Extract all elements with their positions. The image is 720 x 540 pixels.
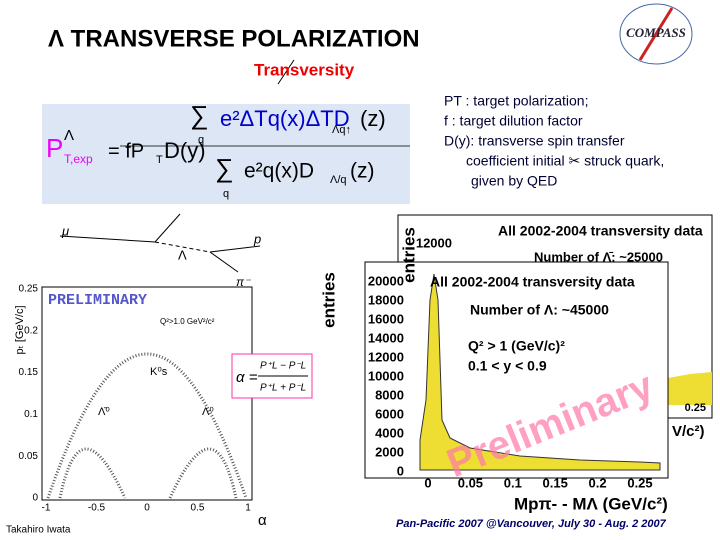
y-tick-label: 12000 (368, 349, 404, 364)
armenteros-frame (41, 286, 253, 501)
y-tick-label: 0.1 (24, 409, 38, 420)
histogram-count: Number of Λ̄: ~25000 (534, 249, 663, 264)
definition: given by QED (471, 173, 557, 189)
logo-ring (619, 3, 693, 65)
y-tick-label: 0.25 (19, 284, 39, 295)
y-tick-label: 6000 (375, 406, 404, 421)
event: Pan-Pacific 2007 @Vancouver, July 30 - A… (396, 518, 667, 530)
x-axis-label: Mpπ- - MΛ (GeV/c²) (514, 494, 668, 513)
label-p: p (253, 231, 261, 246)
cut: Q²>1.0 GeV²/c² (160, 317, 215, 326)
cut: Q² > 1 (GeV/c)² (468, 338, 565, 354)
front-histogram-area (419, 273, 661, 471)
y-axis-label: pₜ [GeV/c] (14, 305, 26, 354)
histogram-count: Number of Λ: ~45000 (470, 302, 609, 318)
y-tick-label: 0 (397, 463, 404, 478)
y-tick-label: 12000 (416, 235, 452, 250)
sum-index: q (223, 188, 229, 200)
alpha-num: P⁺L − P⁻L (260, 361, 306, 372)
histogram-title: All 2002-2004 transversity data (430, 274, 635, 290)
author: Takahiro Iwata (6, 525, 71, 536)
definition: PT : target polarization; (444, 93, 588, 109)
x-tick-label: 0.15 (543, 475, 568, 490)
title: Λ TRANSVERSE POLARIZATION (48, 25, 420, 52)
mu-out (154, 213, 181, 243)
y-tick-label: 4000 (375, 425, 404, 440)
y-tick-label: 0 (32, 493, 38, 504)
front-histogram-frame (364, 261, 669, 479)
cut: 0.1 < y < 0.9 (468, 358, 547, 374)
x-tick-label: 0.25 (685, 402, 706, 414)
formula-sub: T (156, 154, 163, 166)
formula-sub: T,exp (64, 152, 93, 166)
sum: ∑ (215, 153, 234, 183)
y-tick-label: 0.2 (24, 325, 38, 336)
sum: ∑ (190, 100, 209, 130)
y-tick-label: 18000 (368, 292, 404, 307)
y-tick-label: 10000 (368, 368, 404, 383)
x-axis-label: α (258, 512, 267, 529)
formula-p: P (46, 133, 63, 163)
x-tick-label: 0 (144, 503, 150, 514)
alpha-den: P⁺L + P⁻L (260, 383, 306, 394)
x-tick-label: 0.25 (627, 475, 652, 490)
x-tick-label: 0.2 (589, 475, 607, 490)
y-tick-label: 14000 (368, 330, 404, 345)
y-axis-label: entries (319, 272, 338, 328)
numerator: e²ΔTq(x)ΔTD (220, 106, 350, 131)
label-k0: K⁰s (150, 366, 168, 378)
label-lambda: Λ (178, 247, 187, 262)
x-tick-label: 0.5 (191, 503, 205, 514)
definition: coefficient initial ✂ struck quark, (466, 153, 664, 169)
mu-in (59, 235, 156, 243)
formula-eq: = fP (108, 140, 144, 162)
proton (209, 245, 261, 253)
denominator-sub: Λ/q (330, 174, 347, 186)
label-mu: μ (61, 223, 69, 238)
y-tick-label: 16000 (368, 311, 404, 326)
denominator: e²q(x)D (244, 160, 314, 183)
lambda-path (154, 241, 211, 253)
numerator-end: (z) (360, 106, 386, 131)
x-axis-label: V/c²) (672, 423, 705, 440)
y-tick-label: 20000 (368, 273, 404, 288)
label-pi: π⁻ (236, 275, 252, 289)
arrow (277, 59, 295, 85)
x-tick-label: 1 (245, 503, 251, 514)
numerator-sub: Λq↑ (332, 124, 351, 136)
logo-needle (638, 7, 674, 61)
sum-index: q (198, 134, 204, 146)
formula-box (42, 104, 410, 204)
y-tick-label: 2000 (375, 444, 404, 459)
back-histogram-area (668, 372, 712, 405)
x-tick-label: 0 (424, 475, 431, 490)
pion (209, 251, 239, 273)
x-tick-label: 0.1 (504, 475, 522, 490)
armenteros-bands (46, 352, 248, 499)
label-lambdabar: Λ̄⁰ (98, 406, 110, 418)
definition: f : target dilution factor (444, 113, 583, 129)
formula-dy: D(y) (164, 138, 206, 163)
y-tick-label: 0.15 (19, 367, 39, 378)
x-tick-label: -0.5 (88, 503, 106, 514)
stamp: PRELIMINARY (48, 292, 147, 309)
logo-text: COMPASS (626, 25, 686, 40)
formula-sup: Λ (64, 127, 74, 144)
subtitle: Transversity (254, 60, 355, 79)
denominator-end: (z) (350, 160, 375, 183)
definition: D(y): transverse spin transfer (444, 133, 625, 149)
y-tick-label: 8000 (375, 387, 404, 402)
y-tick-label: 0.05 (19, 451, 39, 462)
y-axis-label: entries (399, 227, 418, 283)
histogram-title: All 2002-2004 transversity data (498, 223, 703, 239)
x-tick-label: -1 (42, 503, 51, 514)
alpha-eq: α = (236, 369, 258, 386)
x-tick-label: 0.05 (458, 475, 483, 490)
label-lambda0: Λ⁰ (202, 406, 214, 418)
